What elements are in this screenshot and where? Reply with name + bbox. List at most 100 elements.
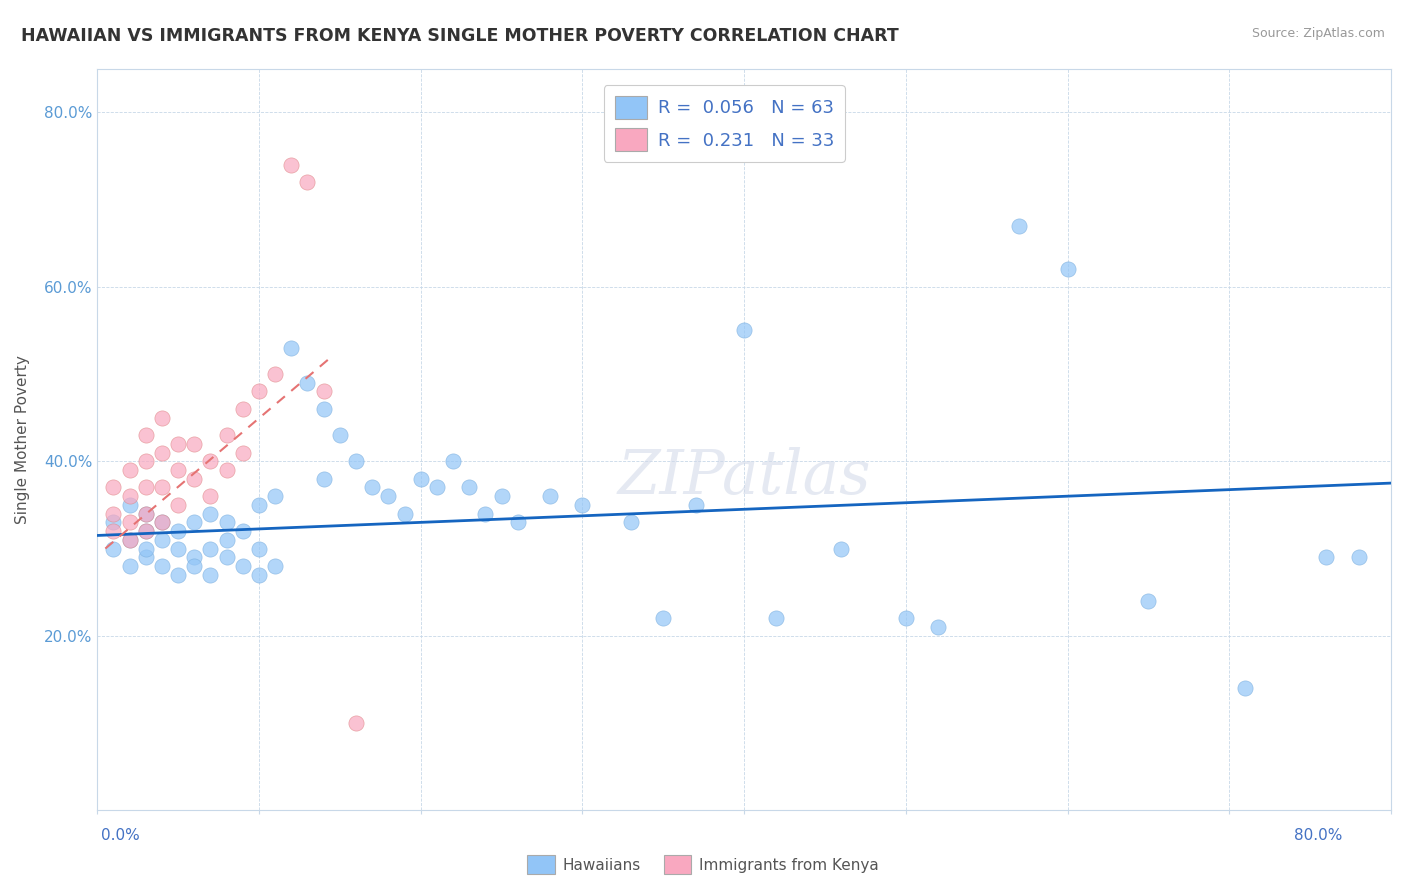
Point	[1056, 262, 1078, 277]
Point	[103, 541, 125, 556]
Point	[215, 550, 238, 565]
Point	[135, 507, 157, 521]
Point	[200, 489, 222, 503]
Point	[312, 401, 335, 416]
Point	[118, 498, 141, 512]
Point	[167, 541, 190, 556]
Point	[1315, 550, 1337, 565]
Point	[183, 516, 205, 530]
Text: ZIPatlas: ZIPatlas	[617, 447, 870, 507]
Point	[232, 559, 254, 574]
Point	[183, 437, 205, 451]
Point	[232, 524, 254, 538]
Point	[135, 507, 157, 521]
Point	[183, 559, 205, 574]
Point	[167, 437, 190, 451]
Text: 0.0%: 0.0%	[101, 828, 141, 843]
Point	[297, 175, 319, 189]
Point	[538, 489, 561, 503]
Point	[571, 498, 593, 512]
Point	[135, 454, 157, 468]
Point	[264, 367, 287, 381]
Point	[361, 480, 384, 494]
Legend: R =  0.056   N = 63, R =  0.231   N = 33: R = 0.056 N = 63, R = 0.231 N = 33	[603, 85, 845, 162]
Point	[312, 384, 335, 399]
Point	[474, 507, 496, 521]
Point	[167, 567, 190, 582]
Point	[247, 541, 270, 556]
Text: Source: ZipAtlas.com: Source: ZipAtlas.com	[1251, 27, 1385, 40]
Point	[344, 716, 367, 731]
Point	[894, 611, 917, 625]
Point	[118, 489, 141, 503]
Point	[200, 454, 222, 468]
Point	[118, 533, 141, 547]
Point	[150, 445, 173, 459]
Point	[1137, 594, 1160, 608]
Point	[312, 472, 335, 486]
Point	[200, 541, 222, 556]
Point	[150, 516, 173, 530]
Point	[215, 428, 238, 442]
Point	[118, 463, 141, 477]
Point	[264, 559, 287, 574]
Point	[200, 567, 222, 582]
Point	[927, 620, 949, 634]
Point	[426, 480, 449, 494]
Point	[733, 323, 755, 337]
Point	[1234, 681, 1257, 696]
Point	[409, 472, 432, 486]
Point	[150, 480, 173, 494]
Point	[232, 401, 254, 416]
Point	[135, 524, 157, 538]
Point	[135, 524, 157, 538]
Point	[167, 498, 190, 512]
Point	[232, 445, 254, 459]
Point	[685, 498, 707, 512]
Point	[135, 550, 157, 565]
Point	[344, 454, 367, 468]
Point	[150, 516, 173, 530]
Point	[150, 533, 173, 547]
Point	[441, 454, 464, 468]
Point	[118, 516, 141, 530]
Point	[377, 489, 399, 503]
Point	[280, 341, 302, 355]
Point	[1347, 550, 1369, 565]
Point	[135, 480, 157, 494]
Point	[167, 463, 190, 477]
Point	[103, 524, 125, 538]
Point	[118, 559, 141, 574]
Point	[215, 516, 238, 530]
Point	[167, 524, 190, 538]
Point	[103, 480, 125, 494]
Point	[652, 611, 675, 625]
Point	[830, 541, 852, 556]
Point	[247, 498, 270, 512]
Point	[135, 428, 157, 442]
Point	[491, 489, 513, 503]
Point	[458, 480, 481, 494]
Point	[765, 611, 787, 625]
Point	[183, 472, 205, 486]
Point	[215, 533, 238, 547]
Point	[394, 507, 416, 521]
Text: 80.0%: 80.0%	[1295, 828, 1343, 843]
Point	[247, 567, 270, 582]
Point	[297, 376, 319, 390]
Point	[103, 507, 125, 521]
Point	[506, 516, 529, 530]
Text: HAWAIIAN VS IMMIGRANTS FROM KENYA SINGLE MOTHER POVERTY CORRELATION CHART: HAWAIIAN VS IMMIGRANTS FROM KENYA SINGLE…	[21, 27, 898, 45]
Point	[329, 428, 352, 442]
Point	[150, 410, 173, 425]
Point	[200, 507, 222, 521]
Point	[264, 489, 287, 503]
Point	[150, 559, 173, 574]
Legend: Hawaiians, Immigrants from Kenya: Hawaiians, Immigrants from Kenya	[522, 849, 884, 880]
Point	[1008, 219, 1031, 233]
Point	[247, 384, 270, 399]
Point	[118, 533, 141, 547]
Point	[103, 516, 125, 530]
Point	[280, 157, 302, 171]
Y-axis label: Single Mother Poverty: Single Mother Poverty	[15, 355, 30, 524]
